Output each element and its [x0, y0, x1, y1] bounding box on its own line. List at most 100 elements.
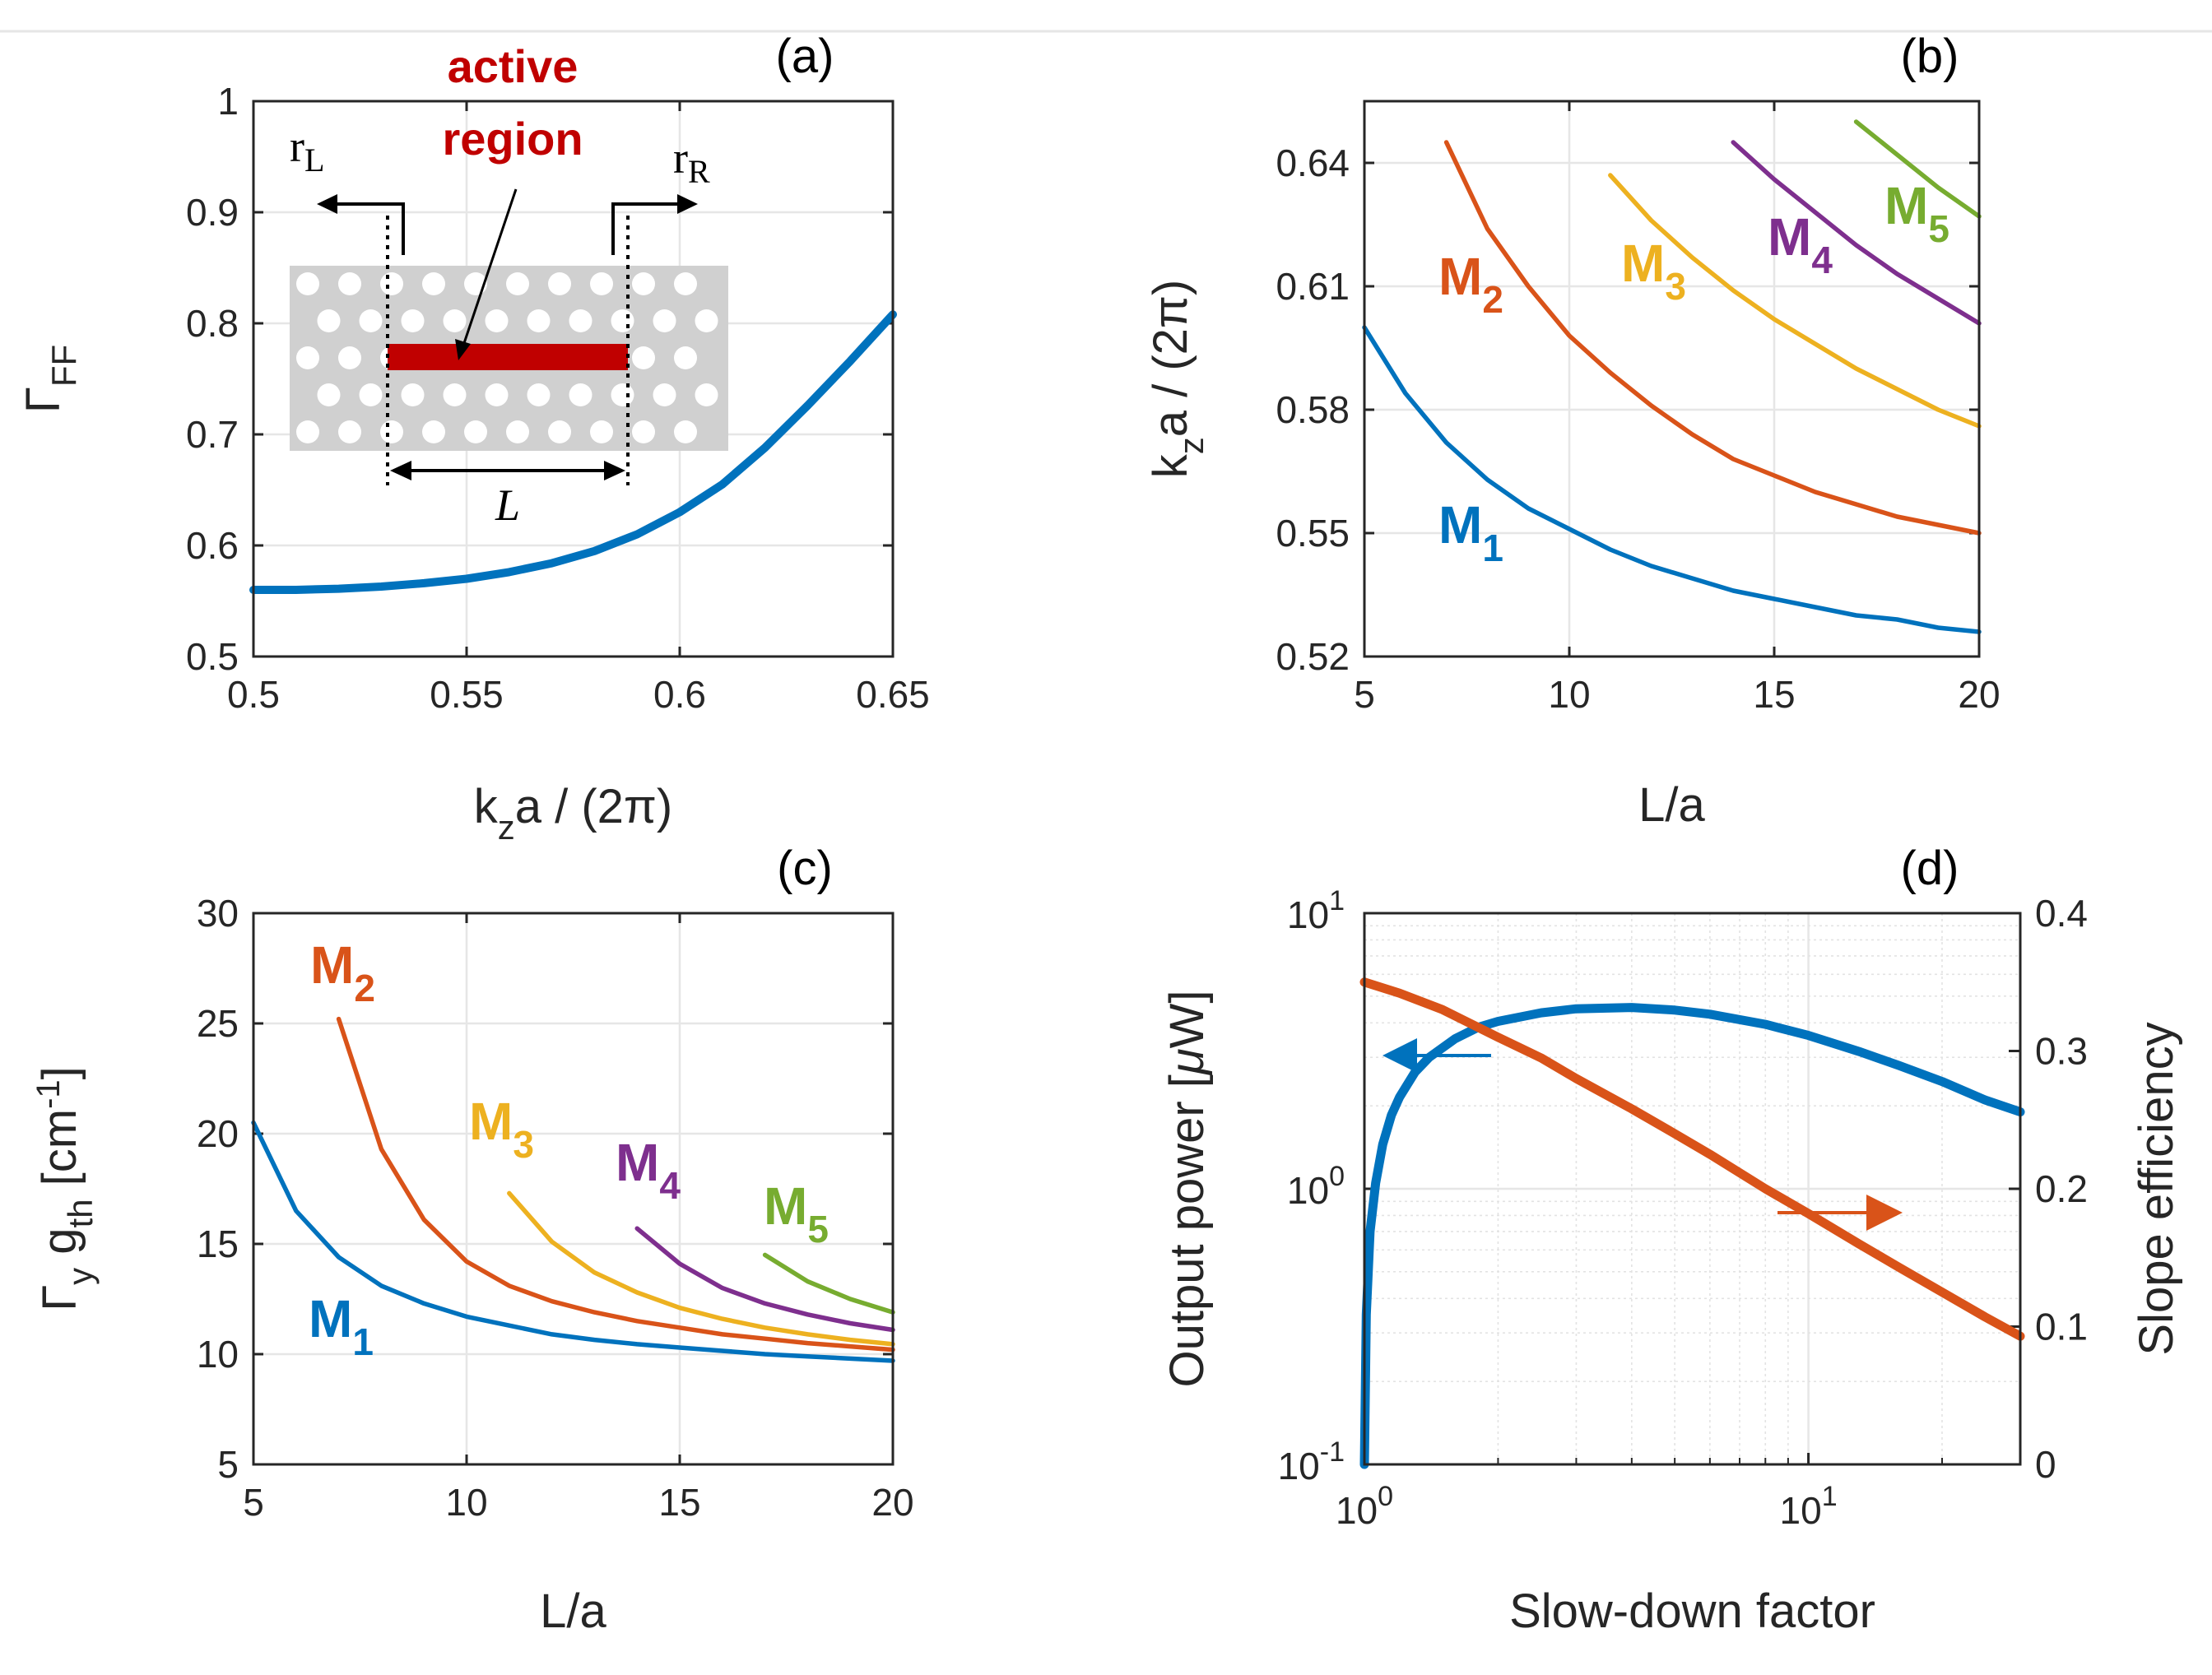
- axes-frame-b: [1363, 100, 1981, 658]
- axes-frame-c: [252, 912, 895, 1466]
- mode-label-m3: M3: [1621, 234, 1686, 308]
- air-hole: [338, 346, 361, 369]
- left-axis-arrow-head-icon: [1382, 1038, 1417, 1073]
- mode-label-m3: M3: [469, 1092, 534, 1166]
- y-tick-label: 0.6: [186, 524, 239, 567]
- y-tick-label: 5: [217, 1443, 239, 1486]
- air-hole: [422, 420, 445, 443]
- air-hole: [653, 383, 676, 406]
- y-axis-label-d-right: Slope efficiency: [2130, 1022, 2183, 1355]
- air-hole: [296, 346, 319, 369]
- air-hole: [401, 383, 425, 406]
- air-hole: [569, 309, 592, 332]
- inset-title-region: region: [442, 113, 583, 165]
- mode-label-m5: M5: [764, 1176, 829, 1250]
- air-hole: [422, 272, 445, 295]
- y-left-tick-label: 101: [1287, 885, 1345, 936]
- y-tick-label: 25: [197, 1002, 239, 1045]
- panel-label-b: (b): [1901, 30, 1959, 83]
- y-left-tick-label: 10-1: [1278, 1436, 1345, 1487]
- x-tick-label: 15: [1753, 673, 1795, 716]
- air-hole: [338, 272, 361, 295]
- panel-label-c: (c): [777, 842, 833, 895]
- y-axis-label-a: ΓFF: [16, 345, 83, 413]
- air-hole: [443, 383, 467, 406]
- series-line-m4: [634, 1226, 895, 1333]
- air-hole: [590, 420, 613, 443]
- air-hole: [569, 383, 592, 406]
- mode-label-m4: M4: [1768, 207, 1833, 281]
- y-right-tick-label: 0.4: [2035, 892, 2088, 935]
- panel-b: 5 10 15 20 0.52 0.55 0.58 0.61 0.64 (b) L/a kza / (…: [1144, 30, 2001, 832]
- air-hole: [443, 309, 467, 332]
- x-tick-label: 20: [871, 1481, 913, 1524]
- x-axis-label-c: L/a: [540, 1585, 606, 1638]
- series-line-m1: [1362, 325, 1982, 634]
- y-tick-label: 20: [197, 1112, 239, 1155]
- series-line-m4: [1731, 140, 1982, 326]
- right-reflectivity-label: rR: [673, 133, 710, 190]
- y-tick-label: 15: [197, 1223, 239, 1265]
- air-hole: [296, 272, 319, 295]
- air-hole: [317, 309, 341, 332]
- air-hole: [359, 309, 383, 332]
- y-tick-label: 10: [197, 1333, 239, 1376]
- air-hole: [527, 383, 551, 406]
- mode-label-m1: M1: [1438, 495, 1503, 569]
- x-tick-label: 20: [1958, 673, 2000, 716]
- air-hole: [506, 420, 529, 443]
- air-hole: [317, 383, 341, 406]
- series-line-m1: [251, 1120, 895, 1363]
- y-tick-label: 0.61: [1276, 265, 1350, 308]
- air-hole: [485, 383, 509, 406]
- panel-a: 0.5 0.55 0.6 0.65 0.5 0.6 0.7 0.8 0.9 1 (a) kza / (…: [16, 30, 930, 847]
- left-reflection-arrow: [333, 202, 405, 255]
- series-line-slope-efficiency: [1359, 977, 2025, 1341]
- y-tick-label: 0.7: [186, 413, 239, 456]
- air-hole: [338, 420, 361, 443]
- air-hole: [548, 420, 571, 443]
- x-tick-label: 0.6: [653, 673, 706, 716]
- axes-frame-d: [1363, 912, 2022, 1466]
- y-tick-label: 1: [217, 80, 239, 123]
- mode-label-m4: M4: [616, 1133, 681, 1207]
- y-tick-label: 0.9: [186, 191, 239, 234]
- inset-length-label: L: [495, 480, 520, 530]
- right-reflection-arrow: [611, 202, 681, 255]
- active-region-pointer-line: [462, 188, 518, 346]
- y-tick-label: 0.55: [1276, 512, 1350, 554]
- y-tick-label: 0.64: [1276, 142, 1350, 184]
- x-axis-label-a: kza / (2π): [474, 780, 673, 847]
- y-left-tick-label: 100: [1287, 1161, 1345, 1212]
- series-line-m3: [1608, 173, 1982, 429]
- active-region-bar: [388, 344, 628, 370]
- air-hole: [632, 272, 655, 295]
- air-hole: [695, 309, 718, 332]
- air-hole: [380, 420, 403, 443]
- panel-label-a: (a): [776, 30, 834, 83]
- air-hole: [296, 420, 319, 443]
- y-tick-label: 0.58: [1276, 388, 1350, 431]
- series-line-m5: [762, 1252, 895, 1315]
- y-tick-label: 30: [197, 892, 239, 935]
- inset-title-active: active: [448, 40, 579, 92]
- mode-label-m2: M2: [310, 935, 375, 1009]
- left-reflectivity-label: rL: [290, 122, 324, 179]
- y-right-tick-label: 0.3: [2035, 1030, 2088, 1073]
- mode-label-m1: M1: [309, 1289, 374, 1363]
- series-line-m5: [1853, 119, 1982, 219]
- air-hole: [380, 272, 403, 295]
- air-hole: [653, 309, 676, 332]
- y-right-tick-label: 0.2: [2035, 1167, 2088, 1210]
- x-tick-label: 0.55: [430, 673, 504, 716]
- y-tick-label: 0.5: [186, 635, 239, 678]
- y-right-tick-label: 0: [2035, 1443, 2056, 1486]
- x-tick-label: 100: [1336, 1481, 1393, 1532]
- inset-schematic: active region rL rR L: [290, 40, 728, 530]
- x-tick-label: 15: [658, 1481, 700, 1524]
- panel-c: 5 10 15 20 5 10 15 20 25 30 (c) L/a Γy gth [cm-1] M1 M…: [30, 842, 914, 1638]
- x-tick-label: 101: [1780, 1481, 1838, 1532]
- x-tick-label: 10: [445, 1481, 487, 1524]
- x-tick-label: 0.65: [856, 673, 930, 716]
